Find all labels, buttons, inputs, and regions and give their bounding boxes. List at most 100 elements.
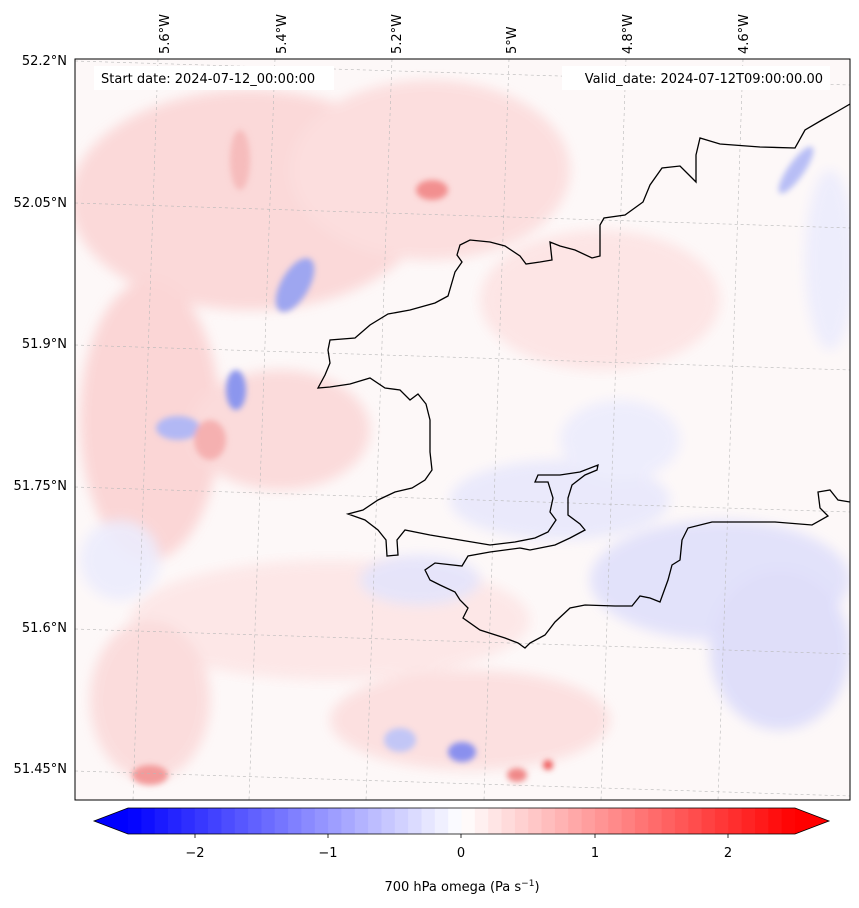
colorbar-step [328,808,343,834]
field-cell-blue [226,370,246,410]
field-cell-red [543,760,553,770]
lat-label: 51.6°N [22,621,67,636]
colorbar-step [781,808,796,834]
field-cell-red [416,180,448,200]
field-cell-blue [275,258,315,312]
colorbar-step [688,808,703,834]
field-patch-blue [710,570,850,730]
field-cell-red [194,420,226,460]
field-cell-blue [778,146,814,194]
colorbar-step [701,808,716,834]
lon-label: 5.6°W [158,14,173,54]
lat-label: 51.75°N [14,479,67,494]
colorbar-step [448,808,463,834]
colorbar-step [514,808,529,834]
colorbar-step [274,808,289,834]
colorbar-title: 700 hPa omega (Pa s−1) [384,879,539,895]
colorbar-step [488,808,503,834]
colorbar-step [594,808,609,834]
colorbar-step [648,808,663,834]
omega-field [75,80,850,785]
colorbar-tick-label: −1 [318,846,337,861]
field-patch-blue [805,170,850,350]
colorbar-step [141,808,156,834]
colorbar-step [434,808,449,834]
colorbar-step [314,808,329,834]
colorbar-step [194,808,209,834]
colorbar-tick-label: 0 [457,846,465,861]
map-panel: Start date: 2024-07-12_00:00:00 Valid_da… [14,14,851,801]
lat-label: 51.45°N [14,762,67,777]
colorbar-step [354,808,369,834]
lat-label: 51.9°N [22,337,67,352]
colorbar-step [341,808,356,834]
valid-date-label: Valid_date: 2024-07-12T09:00:00.00 [585,72,823,87]
colorbar-step [621,808,636,834]
start-date-label: Start date: 2024-07-12_00:00:00 [101,72,315,87]
colorbar-step [581,808,596,834]
lon-label: 5°W [505,26,520,54]
colorbar-step [221,808,236,834]
colorbar-tick-label: 1 [591,846,599,861]
field-cell-blue [156,416,200,440]
field-cell-red [507,768,527,782]
colorbar-step [741,808,756,834]
colorbar-step [248,808,262,834]
field-patch-red [80,280,220,560]
colorbar-step [408,808,423,834]
colorbar: −2 −1 0 1 2 700 hPa omega (Pa s−1) [92,807,831,895]
colorbar-step [208,808,222,834]
colorbar-step [394,808,409,834]
colorbar-tick-label: −2 [185,846,204,861]
colorbar-step [754,808,769,834]
field-cell-red [132,765,168,785]
colorbar-step [301,808,316,834]
field-patch-blue [360,555,480,605]
start-date-box [94,66,334,90]
colorbar-step [368,808,383,834]
field-cell-blue [448,742,476,762]
colorbar-step [474,808,489,834]
valid-date-box [562,66,830,90]
colorbar-step [528,808,543,834]
field-patch-blue [560,400,680,480]
colorbar-step [288,808,303,834]
colorbar-extend-high [795,808,829,834]
colorbar-step [181,808,196,834]
colorbar-step [768,808,783,834]
lon-label: 5.4°W [275,14,290,54]
lon-label: 4.8°W [621,14,636,54]
colorbar-title-main: 700 hPa omega (Pa s [384,880,521,895]
colorbar-step [421,808,436,834]
lon-label: 4.6°W [737,14,752,54]
colorbar-title-end: ) [534,880,539,895]
colorbar-step [461,808,476,834]
field-cell-blue [384,728,416,752]
map-frame [74,58,851,801]
field-patch-blue [80,520,160,600]
coastline [316,103,850,649]
colorbar-step [168,808,182,834]
colorbar-step [261,808,276,834]
colorbar-step [501,808,516,834]
colorbar-step [714,808,729,834]
colorbar-step [568,808,583,834]
colorbar-title-sup: −1 [521,879,534,889]
lat-label: 52.05°N [14,196,67,211]
colorbar-step [634,808,649,834]
field-patch-blue [450,460,670,540]
lon-label: 5.2°W [390,14,405,54]
field-cell-red [230,130,250,190]
colorbar-step [674,808,689,834]
colorbar-step [154,808,169,834]
lat-label: 52.2°N [22,54,67,69]
colorbar-step [728,808,743,834]
colorbar-step [128,808,142,834]
colorbar-step [381,808,396,834]
colorbar-tick-label: 2 [724,846,732,861]
colorbar-step [554,808,569,834]
field-patch-red [90,620,210,780]
colorbar-step [661,808,676,834]
colorbar-extend-low [94,808,128,834]
